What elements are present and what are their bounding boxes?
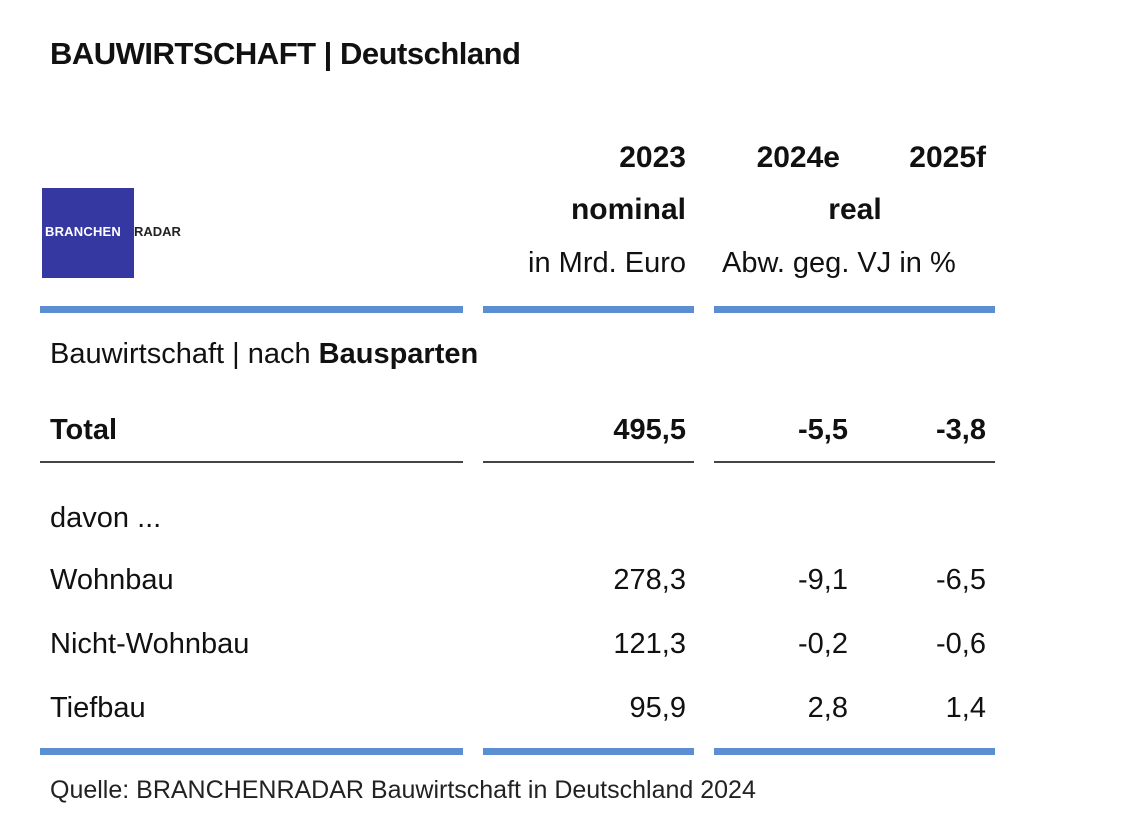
row-value-2024: 2,8 [807, 692, 848, 724]
row-value-2025: -6,5 [936, 564, 986, 596]
brand-logo: BRANCHEN [42, 188, 134, 278]
row-label: Wohnbau [50, 564, 174, 596]
total-label: Total [50, 414, 118, 446]
row-label: Nicht-Wohnbau [50, 628, 250, 660]
row-value-2025: 1,4 [945, 692, 986, 724]
footer-divider-bar [714, 748, 995, 755]
header-divider-bar [483, 306, 694, 313]
footer-divider-bar [483, 748, 694, 755]
total-value-2025: -3,8 [936, 414, 986, 446]
header-unit-real: Abw. geg. VJ in % [722, 247, 956, 279]
row-value-2024: -9,1 [798, 564, 848, 596]
section-heading: Bauwirtschaft | nach Bausparten [50, 338, 479, 370]
header-year-2025: 2025f [909, 141, 986, 174]
total-value-2024: -5,5 [798, 414, 848, 446]
source-note: Quelle: BRANCHENRADAR Bauwirtschaft in D… [50, 776, 756, 804]
header-year-2023: 2023 [619, 141, 686, 174]
row-value-2023: 95,9 [629, 692, 686, 724]
header-nominal: nominal [570, 193, 686, 226]
header-year-2024: 2024e [756, 141, 840, 174]
header-real: real [828, 193, 882, 226]
logo-text-extension: RADAR [134, 224, 181, 239]
total-value-2023: 495,5 [613, 414, 686, 446]
header-unit-nominal: in Mrd. Euro [528, 247, 686, 279]
davon-label: davon ... [50, 502, 162, 534]
footer-divider-bar [40, 748, 463, 755]
total-rule [40, 461, 463, 463]
logo-text: BRANCHEN [45, 224, 121, 239]
header-divider-bar [714, 306, 995, 313]
total-rule [483, 461, 694, 463]
row-value-2024: -0,2 [798, 628, 848, 660]
page-title: BAUWIRTSCHAFT | Deutschland [50, 36, 521, 71]
total-rule [714, 461, 995, 463]
row-label: Tiefbau [50, 692, 146, 724]
row-value-2025: -0,6 [936, 628, 986, 660]
header-divider-bar [40, 306, 463, 313]
row-value-2023: 121,3 [613, 628, 686, 660]
row-value-2023: 278,3 [613, 564, 686, 596]
